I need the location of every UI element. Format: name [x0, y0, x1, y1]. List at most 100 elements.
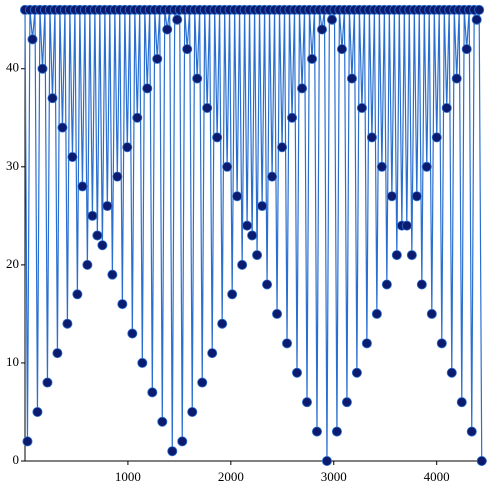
data-point	[356, 102, 367, 113]
data-point	[227, 289, 238, 300]
data-point	[42, 377, 53, 388]
data-point	[376, 161, 387, 172]
data-point	[451, 73, 462, 84]
data-point	[471, 14, 482, 25]
data-point	[52, 348, 63, 359]
data-point	[67, 151, 78, 162]
data-point	[277, 142, 288, 153]
data-point	[292, 367, 303, 378]
data-point	[132, 112, 143, 123]
data-point	[232, 191, 243, 202]
y-tick-label: 30	[6, 158, 19, 173]
data-point	[117, 299, 128, 310]
data-point	[456, 397, 467, 408]
data-point	[406, 250, 417, 261]
data-point	[162, 24, 173, 35]
x-tick-label: 4000	[424, 469, 450, 484]
data-point	[474, 4, 485, 15]
data-point	[262, 279, 273, 290]
data-point	[366, 132, 377, 143]
data-point	[92, 230, 103, 241]
data-point	[371, 308, 382, 319]
data-point	[391, 250, 402, 261]
data-point	[436, 338, 447, 349]
data-point	[341, 397, 352, 408]
data-point	[386, 191, 397, 202]
y-tick-label: 0	[13, 452, 20, 467]
data-point	[461, 44, 472, 55]
y-tick-label: 20	[6, 256, 19, 271]
x-tick-label: 3000	[321, 469, 347, 484]
data-point	[466, 426, 477, 437]
data-point	[167, 446, 178, 457]
data-point	[311, 426, 322, 437]
data-point	[426, 308, 437, 319]
data-point	[47, 93, 58, 104]
x-tick-label: 2000	[218, 469, 244, 484]
data-point	[431, 132, 442, 143]
data-point	[416, 279, 427, 290]
data-point	[307, 53, 318, 64]
data-point	[182, 44, 193, 55]
data-point	[217, 318, 228, 329]
data-point	[326, 14, 337, 25]
data-point	[122, 142, 133, 153]
data-point	[112, 171, 123, 182]
data-point	[197, 377, 208, 388]
data-point	[22, 436, 33, 447]
data-point	[32, 406, 43, 417]
data-point	[247, 230, 258, 241]
y-tick-label: 40	[6, 60, 19, 75]
data-point	[102, 201, 113, 212]
data-point	[147, 387, 158, 398]
data-point	[421, 161, 432, 172]
data-point	[202, 102, 213, 113]
data-point	[142, 83, 153, 94]
data-point	[82, 259, 93, 270]
data-point	[272, 308, 283, 319]
data-point	[207, 348, 218, 359]
data-point	[187, 406, 198, 417]
data-point	[97, 240, 108, 251]
data-point	[297, 83, 308, 94]
data-point	[77, 181, 88, 192]
data-point	[252, 250, 263, 261]
data-point	[222, 161, 233, 172]
data-point	[287, 112, 298, 123]
data-point	[401, 220, 412, 231]
data-point	[107, 269, 118, 280]
data-point	[177, 436, 188, 447]
data-point	[476, 455, 487, 466]
data-point	[237, 259, 248, 270]
data-point	[37, 63, 48, 74]
data-point	[351, 367, 362, 378]
data-point	[361, 338, 372, 349]
data-point	[212, 132, 223, 143]
data-point	[137, 357, 148, 368]
y-tick-label: 10	[6, 354, 19, 369]
data-point	[72, 289, 83, 300]
data-point	[346, 73, 357, 84]
data-point	[317, 24, 328, 35]
data-point	[57, 122, 68, 133]
data-point	[27, 34, 38, 45]
data-point	[411, 191, 422, 202]
data-point	[192, 73, 203, 84]
x-tick-label: 1000	[115, 469, 141, 484]
data-point	[172, 14, 183, 25]
data-point	[282, 338, 293, 349]
data-point	[127, 328, 138, 339]
data-point	[62, 318, 73, 329]
data-point	[267, 171, 278, 182]
data-point	[242, 220, 253, 231]
data-point	[331, 426, 342, 437]
data-point	[441, 102, 452, 113]
data-point	[381, 279, 392, 290]
data-point	[257, 201, 268, 212]
data-line	[24, 9, 483, 462]
data-point	[87, 210, 98, 221]
data-point	[301, 397, 312, 408]
data-point	[321, 455, 332, 466]
data-point	[157, 416, 168, 427]
data-point	[446, 367, 457, 378]
